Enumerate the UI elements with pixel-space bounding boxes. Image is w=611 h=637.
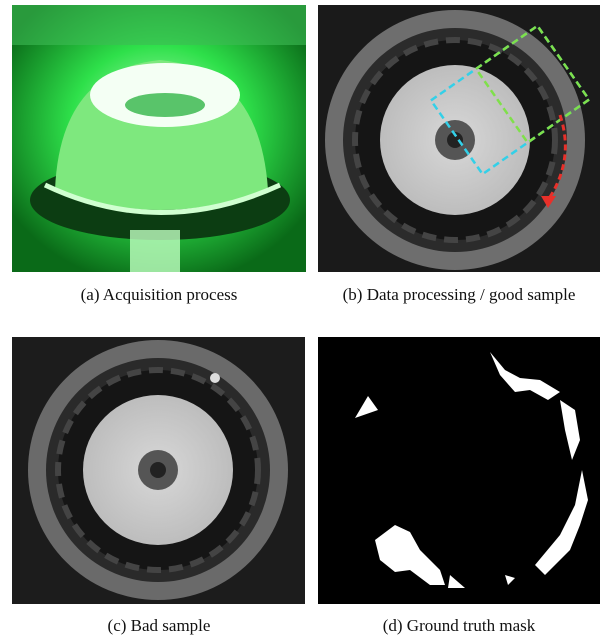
- image-good-sample: [318, 5, 600, 272]
- caption: (c) Bad sample: [108, 616, 211, 635]
- caption: (b) Data processing / good sample: [343, 285, 576, 304]
- caption: (d) Ground truth mask: [383, 616, 536, 635]
- image-acquisition: [12, 5, 306, 272]
- image-bad-sample: [12, 337, 305, 604]
- caption: (a) Acquisition process: [81, 285, 238, 304]
- figure: (a) Acquisition process (b) Data process…: [0, 0, 611, 637]
- image-mask: [318, 337, 600, 604]
